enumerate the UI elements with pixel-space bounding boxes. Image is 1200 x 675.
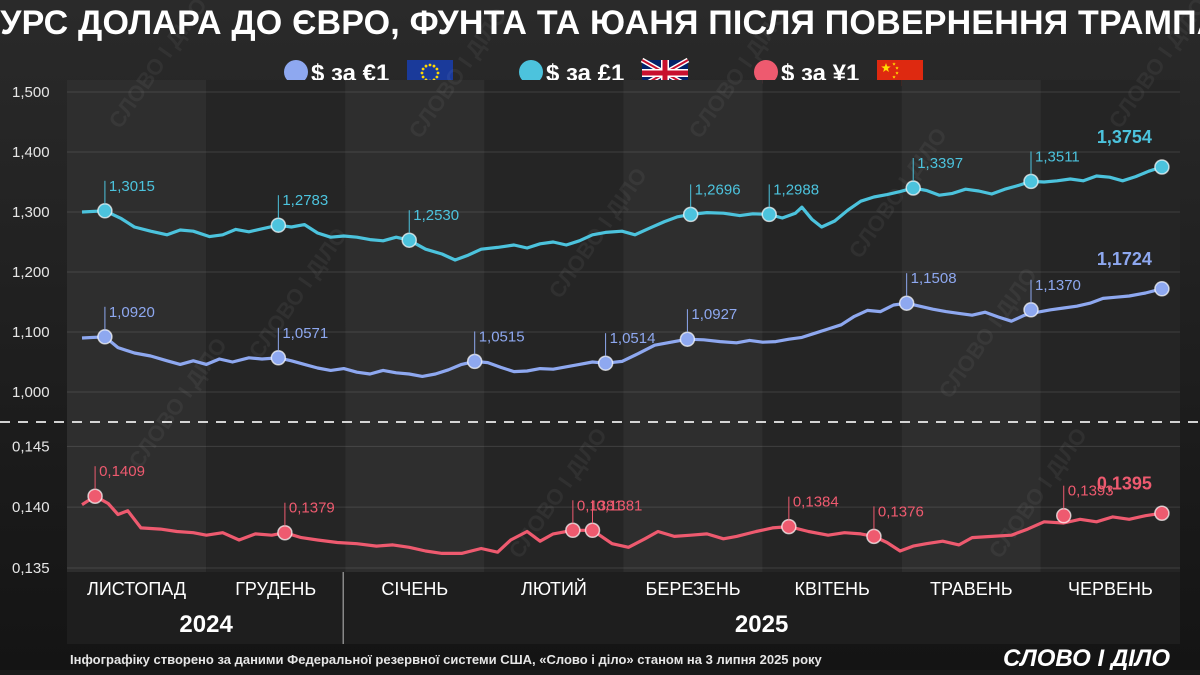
month-band [623, 80, 763, 572]
data-point [466, 353, 483, 370]
data-point [270, 217, 287, 233]
data-labels: 1,3015 1,2783 1,2530 1,2696 1,2988 1,3397 1,35… [87, 127, 1170, 545]
y-tick-label: 0,140 [12, 499, 50, 516]
data-label: 1,2988 [773, 181, 819, 198]
month-band [901, 80, 1041, 572]
data-label: 1,0514 [610, 330, 656, 347]
data-label: 0,1381 [577, 497, 623, 514]
data-label-latest: 1,3754 [1097, 127, 1152, 147]
data-point [597, 355, 614, 371]
data-label: 0,1376 [878, 503, 924, 520]
y-tick-label: 1,500 [12, 84, 50, 101]
legend-dot [754, 60, 778, 84]
x-month-label: ГРУДЕНЬ [235, 579, 316, 599]
month-band [345, 80, 485, 572]
data-point [1055, 507, 1072, 524]
year-label: 2025 [735, 611, 788, 638]
x-month-label: КВІТЕНЬ [795, 579, 870, 599]
data-point [866, 528, 882, 545]
x-month-label: СІЧЕНЬ [381, 579, 448, 599]
data-point [1154, 281, 1170, 297]
data-label: 0,1409 [99, 463, 145, 480]
x-month-label: ЧЕРВЕНЬ [1068, 579, 1153, 599]
data-label: 1,0920 [109, 304, 155, 321]
month-band [67, 80, 207, 572]
data-label: 1,1370 [1035, 277, 1081, 294]
data-label: 0,1384 [793, 494, 839, 511]
data-point [87, 488, 103, 504]
y-tick-label: 0,145 [12, 438, 50, 455]
data-label: 1,1508 [911, 270, 957, 287]
x-month-label: ТРАВЕНЬ [930, 579, 1013, 599]
data-point [97, 329, 113, 345]
data-label: 0,1379 [289, 500, 335, 517]
data-label: 0,1381 [597, 497, 643, 514]
month-band [484, 80, 624, 572]
data-point [905, 180, 921, 196]
series-line [81, 494, 1163, 555]
data-point [277, 524, 293, 541]
y-tick-label: 1,000 [12, 384, 50, 401]
data-label-latest: 1,1724 [1097, 249, 1152, 269]
data-point [898, 295, 915, 311]
plot-background [67, 80, 1180, 644]
x-month-label: ЛЮТИЙ [521, 578, 587, 599]
y-tick-label: 1,100 [12, 324, 50, 341]
x-month-label: БЕРЕЗЕНЬ [646, 579, 741, 599]
y-tick-label: 1,200 [12, 264, 50, 281]
month-band [206, 80, 346, 572]
data-point [761, 206, 777, 223]
data-label: 1,2783 [282, 192, 328, 209]
data-point [1023, 173, 1039, 190]
data-point [1023, 302, 1039, 318]
data-label: 1,0571 [282, 325, 328, 342]
data-label: 1,3015 [109, 178, 155, 195]
data-label-latest: 0,1395 [1097, 473, 1152, 493]
footer-note: Інфографіку створено за даними Федеральн… [70, 652, 823, 667]
data-point [270, 350, 287, 366]
data-point [1154, 505, 1170, 521]
y-tick-label: 0,135 [12, 560, 50, 577]
x-axis-band [67, 572, 1180, 644]
data-point [401, 232, 417, 248]
data-point [781, 518, 797, 535]
data-point [682, 206, 699, 223]
year-label: 2024 [179, 611, 233, 638]
y-tick-label: 1,300 [12, 204, 50, 221]
data-point [97, 203, 113, 219]
data-point [679, 331, 696, 347]
axes: 1,500 1,400 1,300 1,200 1,100 1,000 0,145 0,140… [12, 84, 1153, 644]
legend-dot [519, 60, 543, 84]
y-tick-label: 1,400 [12, 144, 50, 161]
grid [0, 91, 1200, 569]
data-label: 1,0927 [691, 306, 737, 323]
data-point [565, 522, 581, 539]
data-point [584, 522, 601, 539]
data-label: 0,1393 [1068, 483, 1114, 500]
chart-title: КУРС ДОЛАРА ДО ЄВРО, ФУНТА ТА ЮАНЯ ПІСЛЯ… [0, 4, 1200, 42]
month-band [762, 80, 902, 572]
legend-dot [284, 60, 308, 84]
data-label: 1,2696 [695, 181, 741, 198]
data-label: 1,2530 [413, 207, 459, 224]
data-label: 1,3511 [1035, 148, 1080, 165]
data-label: 1,3397 [917, 155, 963, 172]
data-label: 1,0515 [479, 328, 525, 345]
x-month-label: ЛИСТОПАД [87, 579, 186, 599]
data-point [1154, 159, 1170, 175]
brand-logo: СЛОВО І ДІЛО [1003, 645, 1170, 670]
